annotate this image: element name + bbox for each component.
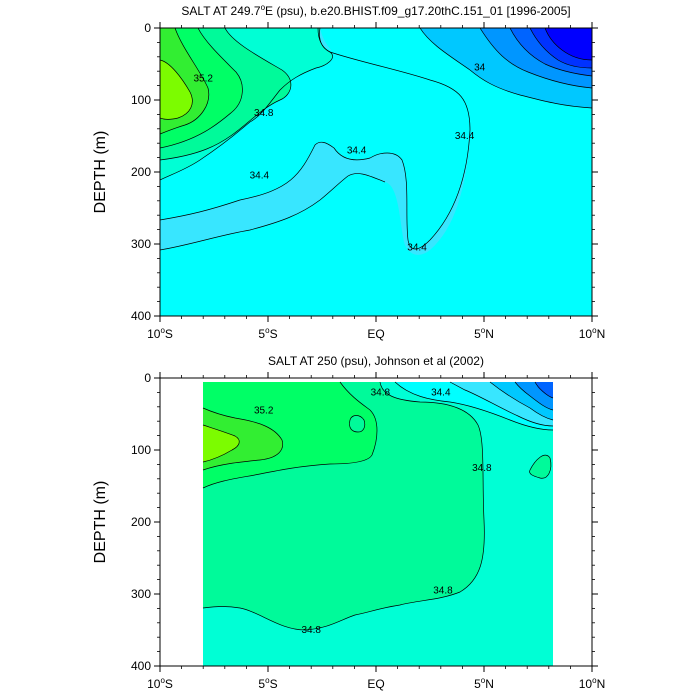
contour-label: 35.2: [193, 73, 213, 84]
x-tick-label: EQ: [367, 677, 384, 691]
fill-region: [535, 382, 553, 398]
model-salinity-panel: SALT AT 249.7oE (psu), b.e20.BHIST.f09_g…: [92, 3, 605, 341]
contour-label: 34.4: [250, 171, 270, 182]
fill-region: [529, 455, 551, 479]
x-tick-label: 10oS: [147, 676, 173, 691]
contour-line: [419, 28, 592, 109]
panel1-axes: 0 100 200 300 400 10oS 5oS EQ 5oN 10oN: [131, 21, 605, 341]
x-tick-label: 5oN: [474, 326, 494, 341]
contour-label: 34.8: [301, 625, 321, 636]
y-tick-label: 300: [131, 237, 151, 251]
contour-line: [160, 28, 333, 181]
panel1-contour-labels: 35.2 34.8 34.4 34.4 34.4 34.4 34: [193, 63, 485, 254]
contour-line: [349, 415, 366, 433]
panel1-contours: [160, 28, 592, 251]
contour-line: [529, 454, 552, 479]
x-tick-label: 5oS: [258, 326, 277, 341]
contour-line: [202, 424, 240, 463]
x-tick-label: 10oS: [147, 326, 173, 341]
contour-line: [509, 28, 592, 77]
panel1-title-degree: o: [261, 3, 266, 12]
contour-label: 34.4: [407, 243, 427, 254]
y-tick-label: 200: [131, 165, 151, 179]
contour-line: [514, 381, 554, 411]
contour-line: [202, 381, 378, 489]
y-tick-label: 200: [131, 515, 151, 529]
fill-region: [160, 60, 193, 120]
contour-line: [479, 28, 592, 89]
contour-line: [160, 173, 386, 251]
y-tick-label: 400: [131, 659, 151, 673]
contour-line: [160, 28, 471, 250]
fill-region: [349, 415, 365, 432]
panel1-fill: [160, 28, 592, 316]
panel2-contour-labels: 35.2 34.8 34.4 34.8 34.8 34.8: [254, 387, 492, 636]
contour-label: 34.4: [455, 131, 475, 142]
x-tick-label: 10oN: [579, 326, 605, 341]
panel1-title-rest: E (psu), b.e20.BHIST.f09_g17.20thC.151_0…: [265, 4, 571, 18]
y-tick-label: 0: [144, 21, 151, 35]
y-tick-label: 400: [131, 309, 151, 323]
y-tick-label: 300: [131, 587, 151, 601]
contour-line: [202, 407, 284, 471]
x-tick-label: 10oN: [579, 676, 605, 691]
panel2-fill: [203, 382, 553, 666]
contour-label: 34.8: [472, 463, 492, 474]
y-tick-label: 0: [144, 371, 151, 385]
contour-label: 34.8: [433, 585, 453, 596]
x-tick-label: 5oS: [258, 676, 277, 691]
panel1-title-main: SALT AT 249.7: [181, 4, 260, 18]
contour-label: 34.4: [431, 387, 451, 398]
contour-line: [394, 381, 554, 431]
y-tick-label: 100: [131, 93, 151, 107]
contour-line: [160, 59, 193, 120]
panel1-title: SALT AT 249.7oE (psu), b.e20.BHIST.f09_g…: [181, 3, 570, 18]
contour-label: 34.4: [347, 145, 367, 156]
observed-salinity-panel: SALT AT 250 (psu), Johnson et al (2002): [92, 354, 605, 691]
contour-line: [160, 28, 292, 161]
contour-label: 35.2: [254, 405, 274, 416]
contour-line: [534, 381, 554, 399]
panel2-title: SALT AT 250 (psu), Johnson et al (2002): [268, 354, 484, 368]
contour-line: [449, 381, 554, 427]
contour-label: 34: [474, 63, 486, 74]
fill-region: [160, 28, 592, 316]
panel2-y-axis-label: DEPTH (m): [92, 481, 109, 564]
contour-line: [202, 381, 485, 631]
contour-line: [160, 28, 243, 149]
contour-line: [489, 381, 554, 421]
panel1-y-axis-label: DEPTH (m): [92, 131, 109, 214]
panel2-title-main: SALT AT 250 (psu), Johnson et al (2002): [268, 354, 484, 368]
fill-region: [545, 28, 592, 60]
panel2-contours: [202, 381, 554, 631]
contour-label: 34.8: [254, 108, 274, 119]
contour-line: [529, 28, 592, 69]
contour-label: 34.8: [371, 387, 391, 398]
y-tick-label: 100: [131, 443, 151, 457]
x-tick-label: 5oN: [474, 676, 494, 691]
x-tick-label: EQ: [367, 327, 384, 341]
panel2-axes: 0 100 200 300 400 10oS 5oS EQ 5oN 10oN: [131, 371, 605, 691]
contour-line: [544, 28, 592, 61]
contour-line: [160, 28, 210, 135]
